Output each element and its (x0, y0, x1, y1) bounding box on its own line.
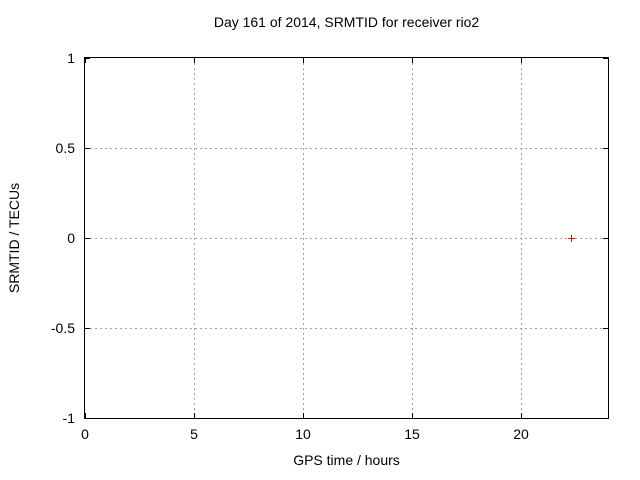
y-tick-label: 1 (67, 50, 75, 66)
gridline-horizontal (85, 328, 608, 329)
y-tick-label: -1 (62, 410, 75, 426)
x-tick-mark (412, 413, 413, 418)
y-tick-mark (603, 58, 608, 59)
y-tick-mark (85, 328, 90, 329)
y-tick-mark (85, 58, 90, 59)
x-tick-mark (521, 58, 522, 63)
x-tick-mark (303, 58, 304, 63)
data-point-marker (568, 235, 575, 242)
chart-title: Day 161 of 2014, SRMTID for receiver rio… (213, 14, 480, 30)
x-tick-label: 10 (295, 426, 311, 442)
x-tick-mark (521, 413, 522, 418)
x-axis-label: GPS time / hours (293, 452, 400, 468)
marker-vertical-stroke (571, 235, 572, 242)
y-tick-label: 0 (67, 230, 75, 246)
x-tick-mark (303, 413, 304, 418)
y-tick-mark (603, 148, 608, 149)
gridline-horizontal (85, 238, 608, 239)
x-tick-label: 15 (404, 426, 420, 442)
plot-area: 0 5 10 15 20 -1 -0.5 0 0.5 1 (51, 50, 609, 442)
x-tick-label: 0 (81, 426, 89, 442)
y-tick-label: 0.5 (55, 140, 75, 156)
y-tick-mark (85, 238, 90, 239)
x-tick-mark (85, 58, 86, 63)
y-tick-mark (85, 418, 90, 419)
x-tick-label: 5 (190, 426, 198, 442)
x-tick-mark (412, 58, 413, 63)
y-tick-mark (603, 238, 608, 239)
y-tick-mark (603, 418, 608, 419)
y-tick-mark (603, 328, 608, 329)
y-tick-mark (85, 148, 90, 149)
x-tick-mark (194, 58, 195, 63)
y-tick-label: -0.5 (50, 320, 75, 336)
x-tick-mark (194, 413, 195, 418)
x-tick-label: 20 (513, 426, 529, 442)
x-tick-mark (85, 413, 86, 418)
gridline-horizontal (85, 148, 608, 149)
